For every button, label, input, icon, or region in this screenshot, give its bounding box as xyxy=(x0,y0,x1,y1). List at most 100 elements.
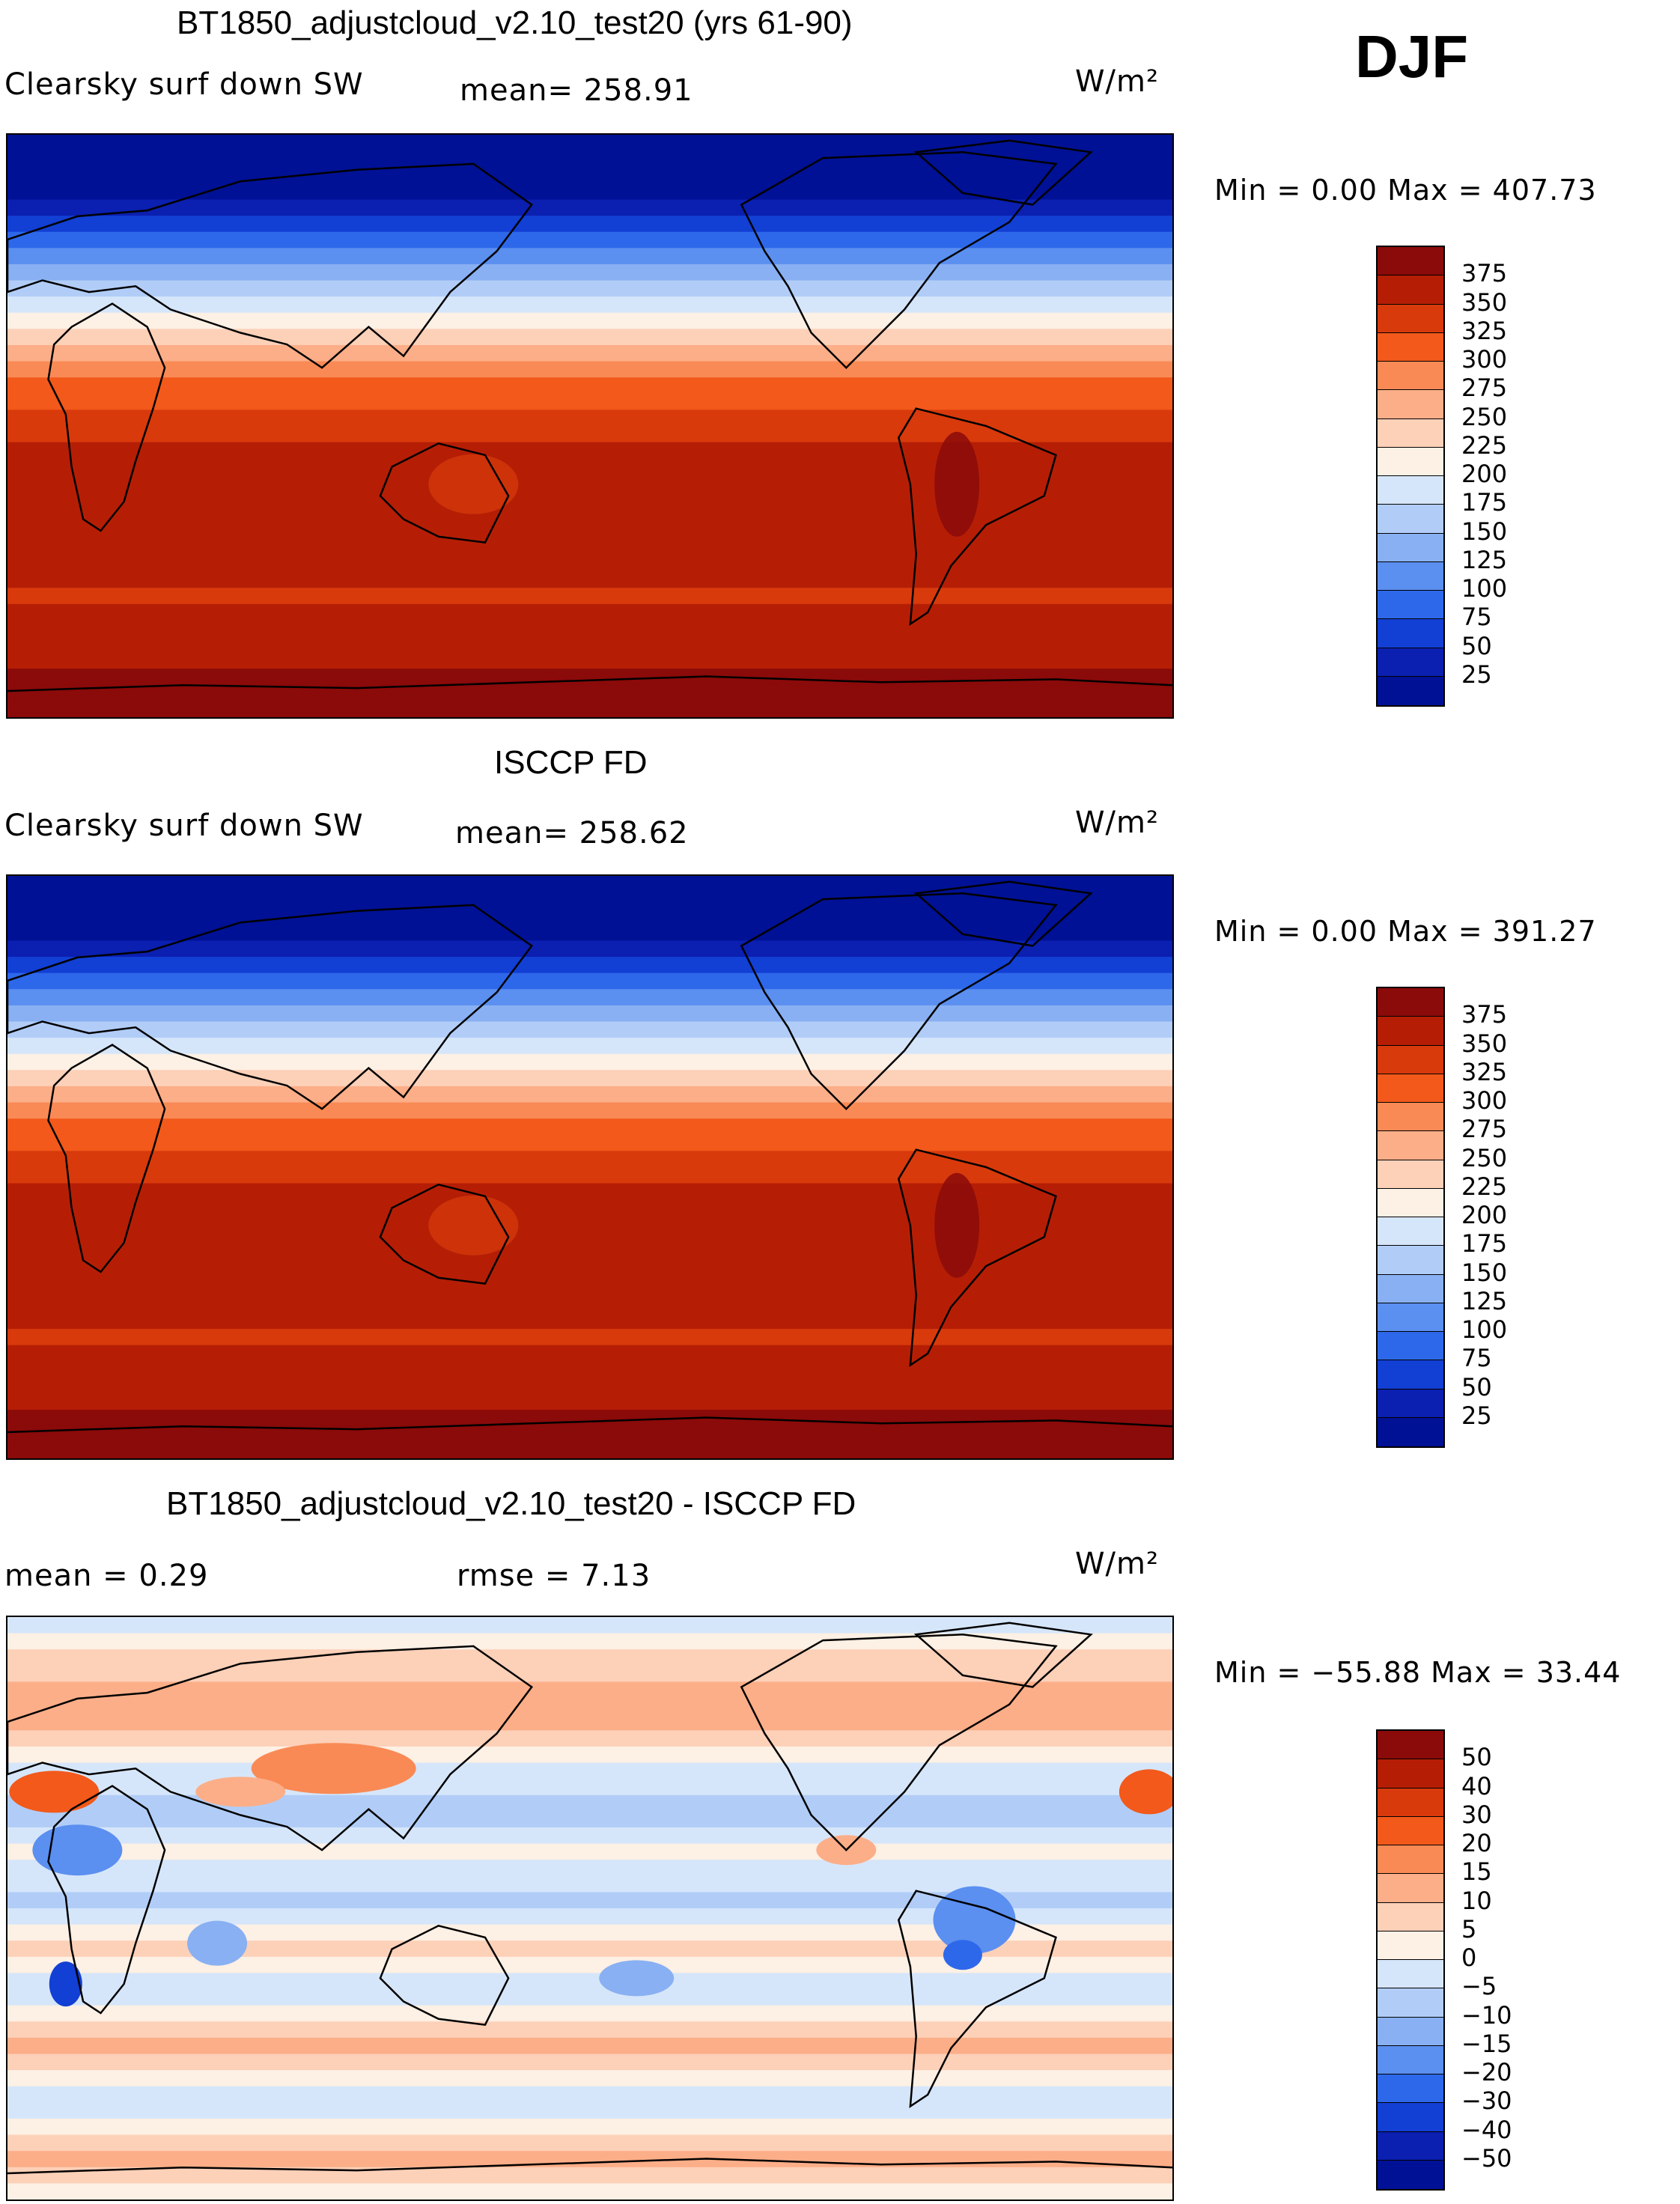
contour-band xyxy=(7,1875,1172,1893)
contour-band xyxy=(7,603,1172,621)
colorbar-swatch xyxy=(1378,1417,1443,1446)
andes-max xyxy=(934,431,980,537)
contour-band xyxy=(7,1730,1172,1747)
contour-band xyxy=(7,2070,1172,2087)
colorbar-tick-label: 375 xyxy=(1461,259,1508,288)
contour-band xyxy=(7,571,1172,589)
panel2-map-svg xyxy=(7,876,1172,1458)
contour-band xyxy=(7,1329,1172,1346)
contour-band xyxy=(7,989,1172,1006)
contour-band xyxy=(7,972,1172,990)
colorbar-tick-label: −20 xyxy=(1461,2058,1512,2086)
contour-band xyxy=(7,264,1172,281)
coastline xyxy=(7,904,533,1110)
contour-band xyxy=(7,636,1172,654)
contour-band xyxy=(7,1908,1172,1926)
coastline xyxy=(740,151,1058,369)
australia-region xyxy=(428,454,519,514)
colorbar-swatch xyxy=(1378,2131,1443,2161)
colorbar-swatch xyxy=(1378,1246,1443,1275)
colorbar-tick-label: 175 xyxy=(1461,1229,1508,1258)
contour-band xyxy=(7,876,1172,893)
anomaly-region xyxy=(599,1960,675,1997)
panel3-rmse: rmse = 7.13 xyxy=(457,1559,651,1593)
colorbar-swatch xyxy=(1378,2045,1443,2074)
andes-max xyxy=(934,1172,980,1278)
contour-band xyxy=(7,1312,1172,1330)
colorbar-swatch xyxy=(1378,1017,1443,1046)
contour-band xyxy=(7,2037,1172,2055)
contour-band xyxy=(7,908,1172,925)
anomaly-region xyxy=(195,1777,286,1807)
contour-band xyxy=(7,1393,1172,1411)
contour-band xyxy=(7,1070,1172,1087)
contour-band xyxy=(7,1199,1172,1217)
contour-band xyxy=(7,1811,1172,1828)
contour-band xyxy=(7,539,1172,556)
contour-band xyxy=(7,1183,1172,1201)
contour-band xyxy=(7,1794,1172,1812)
colorbar-tick-label: 350 xyxy=(1461,1029,1508,1058)
contour-band xyxy=(7,474,1172,492)
panel3-colorbar-labels: 50 40 30 20 15 10 5 0 −5 −10 −15 −20 −30 −40 −50 xyxy=(1461,1729,1536,2188)
colorbar-swatch xyxy=(1378,505,1443,534)
contour-band xyxy=(7,2086,1172,2104)
colorbar-swatch xyxy=(1378,362,1443,391)
coastline xyxy=(7,675,1172,692)
colorbar-swatch xyxy=(1378,1759,1443,1789)
coastline xyxy=(740,892,1058,1110)
contour-band xyxy=(7,231,1172,249)
contour-band xyxy=(7,1280,1172,1297)
contour-band xyxy=(7,1248,1172,1265)
colorbar-tick-label: 325 xyxy=(1461,316,1508,345)
colorbar-swatch xyxy=(1378,533,1443,562)
contour-band xyxy=(7,2021,1172,2039)
colorbar-swatch xyxy=(1378,676,1443,705)
colorbar-tick-label: −15 xyxy=(1461,2029,1512,2058)
colorbar-tick-label: 375 xyxy=(1461,1000,1508,1029)
contour-band xyxy=(7,2054,1172,2071)
contour-band xyxy=(7,216,1172,233)
panel1-map-svg xyxy=(7,135,1172,717)
anomaly-region xyxy=(933,1886,1016,1954)
colorbar-swatch xyxy=(1378,619,1443,648)
contour-band xyxy=(7,1442,1172,1458)
contour-band xyxy=(7,426,1172,443)
panel2-variable: Clearsky surf down SW xyxy=(4,809,364,843)
anomaly-region xyxy=(1119,1769,1172,1815)
colorbar-swatch xyxy=(1378,1360,1443,1389)
panel2-map xyxy=(6,874,1174,1460)
contour-band xyxy=(7,296,1172,314)
colorbar-tick-label: 25 xyxy=(1461,660,1492,689)
panel3-colorbar xyxy=(1376,1729,1445,2191)
contour-band xyxy=(7,523,1172,541)
contour-band xyxy=(7,410,1172,427)
contour-band xyxy=(7,1665,1172,1683)
contour-band xyxy=(7,1086,1172,1103)
colorbar-swatch xyxy=(1378,1389,1443,1418)
colorbar-swatch xyxy=(1378,1731,1443,1760)
contour-band xyxy=(7,924,1172,942)
contour-band xyxy=(7,1167,1172,1184)
colorbar-tick-label: 125 xyxy=(1461,1286,1508,1315)
colorbar-tick-label: 15 xyxy=(1461,1857,1492,1887)
contour-band xyxy=(7,135,1172,152)
colorbar-tick-label: 325 xyxy=(1461,1057,1508,1086)
colorbar-tick-label: 250 xyxy=(1461,402,1508,431)
contour-band xyxy=(7,2118,1172,2136)
colorbar-swatch xyxy=(1378,1103,1443,1132)
colorbar-tick-label: 200 xyxy=(1461,1201,1508,1229)
contour-band xyxy=(7,1956,1172,1974)
colorbar-tick-label: 200 xyxy=(1461,460,1508,488)
contour-band xyxy=(7,490,1172,508)
contour-band xyxy=(7,1361,1172,1378)
coastline xyxy=(7,1645,533,1851)
contour-band xyxy=(7,1860,1172,1877)
colorbar-swatch xyxy=(1378,1217,1443,1246)
colorbar-swatch xyxy=(1378,1303,1443,1332)
colorbar-tick-label: −50 xyxy=(1461,2143,1512,2173)
colorbar-swatch xyxy=(1378,2017,1443,2046)
colorbar-tick-label: −5 xyxy=(1461,1972,1497,2001)
contour-band xyxy=(7,1762,1172,1780)
colorbar-tick-label: 50 xyxy=(1461,1372,1492,1401)
